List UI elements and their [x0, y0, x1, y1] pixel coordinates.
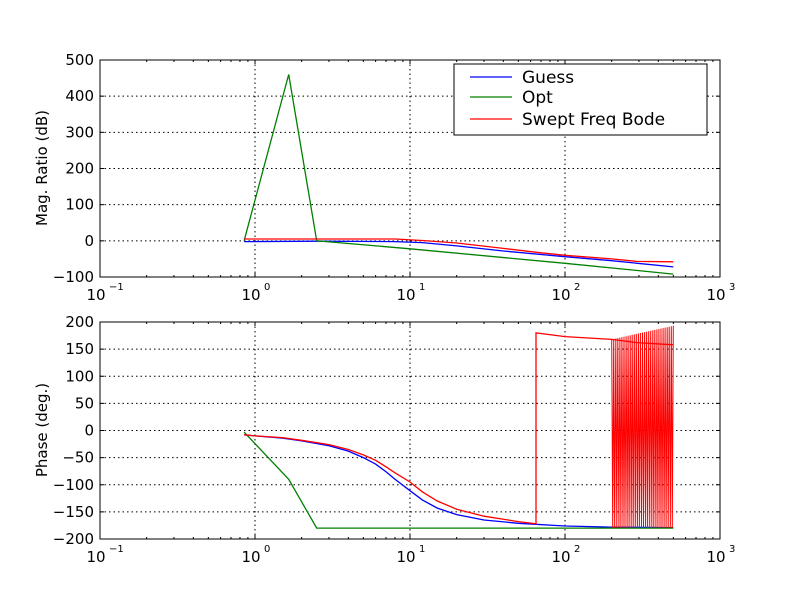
magnitude-x-tick-label: 10: [396, 286, 415, 304]
phase-y-tick-label: 200: [65, 313, 94, 331]
phase-x-tick-exponent: 2: [574, 544, 580, 555]
phase-swept-oscillation-band: [611, 325, 674, 528]
magnitude-x-tick-exponent: −1: [109, 282, 124, 293]
phase-y-tick-label: 0: [84, 422, 94, 440]
magnitude-x-tick-exponent: 2: [574, 282, 580, 293]
magnitude-x-tick-exponent: 1: [419, 282, 425, 293]
phase-panel: Phase (deg.) −200−150−100−50050100150200…: [33, 313, 735, 566]
magnitude-series-guess: [244, 240, 674, 268]
magnitude-y-tick-label: 500: [65, 51, 94, 69]
phase-x-tick-exponent: 1: [419, 544, 425, 555]
magnitude-x-tick-exponent: 3: [729, 282, 735, 293]
phase-x-tick-exponent: 3: [729, 544, 735, 555]
phase-series-swept-freq-bode: [244, 332, 674, 525]
magnitude-x-tick-label: 10: [706, 286, 725, 304]
magnitude-x-tick-label: 10: [241, 286, 260, 304]
magnitude-y-tick-label: −100: [53, 268, 94, 286]
phase-y-tick-label: 50: [75, 394, 94, 412]
magnitude-y-axis-label: Mag. Ratio (dB): [33, 110, 51, 226]
phase-y-tick-label: 150: [65, 340, 94, 358]
phase-x-tick-label: 10: [551, 548, 570, 566]
magnitude-x-tick-label: 10: [86, 286, 105, 304]
magnitude-y-tick-label: 100: [65, 196, 94, 214]
legend: Guess Opt Swept Freq Bode: [453, 63, 708, 136]
magnitude-y-tick-label: 200: [65, 160, 94, 178]
phase-x-tick-label: 10: [396, 548, 415, 566]
phase-y-tick-label: 100: [65, 367, 94, 385]
magnitude-y-tick-label: 400: [65, 87, 94, 105]
phase-x-tick-label: 10: [706, 548, 725, 566]
phase-x-tick-exponent: 0: [264, 544, 270, 555]
phase-x-tick-label: 10: [86, 548, 105, 566]
legend-box: [453, 63, 708, 136]
magnitude-x-tick-label: 10: [551, 286, 570, 304]
magnitude-series-opt: [243, 74, 674, 275]
magnitude-x-tick-exponent: 0: [264, 282, 270, 293]
phase-y-tick-label: −50: [62, 449, 94, 467]
phase-series-opt: [243, 431, 674, 529]
magnitude-y-tick-label: 0: [84, 232, 94, 250]
magnitude-series-swept-freq-bode: [244, 238, 674, 263]
phase-y-tick-label: −100: [53, 476, 94, 494]
legend-label-guess: Guess: [522, 68, 574, 88]
phase-x-tick-exponent: −1: [109, 544, 124, 555]
phase-y-axis-label: Phase (deg.): [33, 383, 51, 477]
magnitude-y-tick-label: 300: [65, 123, 94, 141]
phase-x-tick-label: 10: [241, 548, 260, 566]
phase-y-tick-label: −200: [53, 530, 94, 548]
legend-label-opt: Opt: [522, 88, 553, 108]
legend-label-swept-freq-bode: Swept Freq Bode: [522, 110, 665, 130]
phase-y-tick-label: −150: [53, 503, 94, 521]
